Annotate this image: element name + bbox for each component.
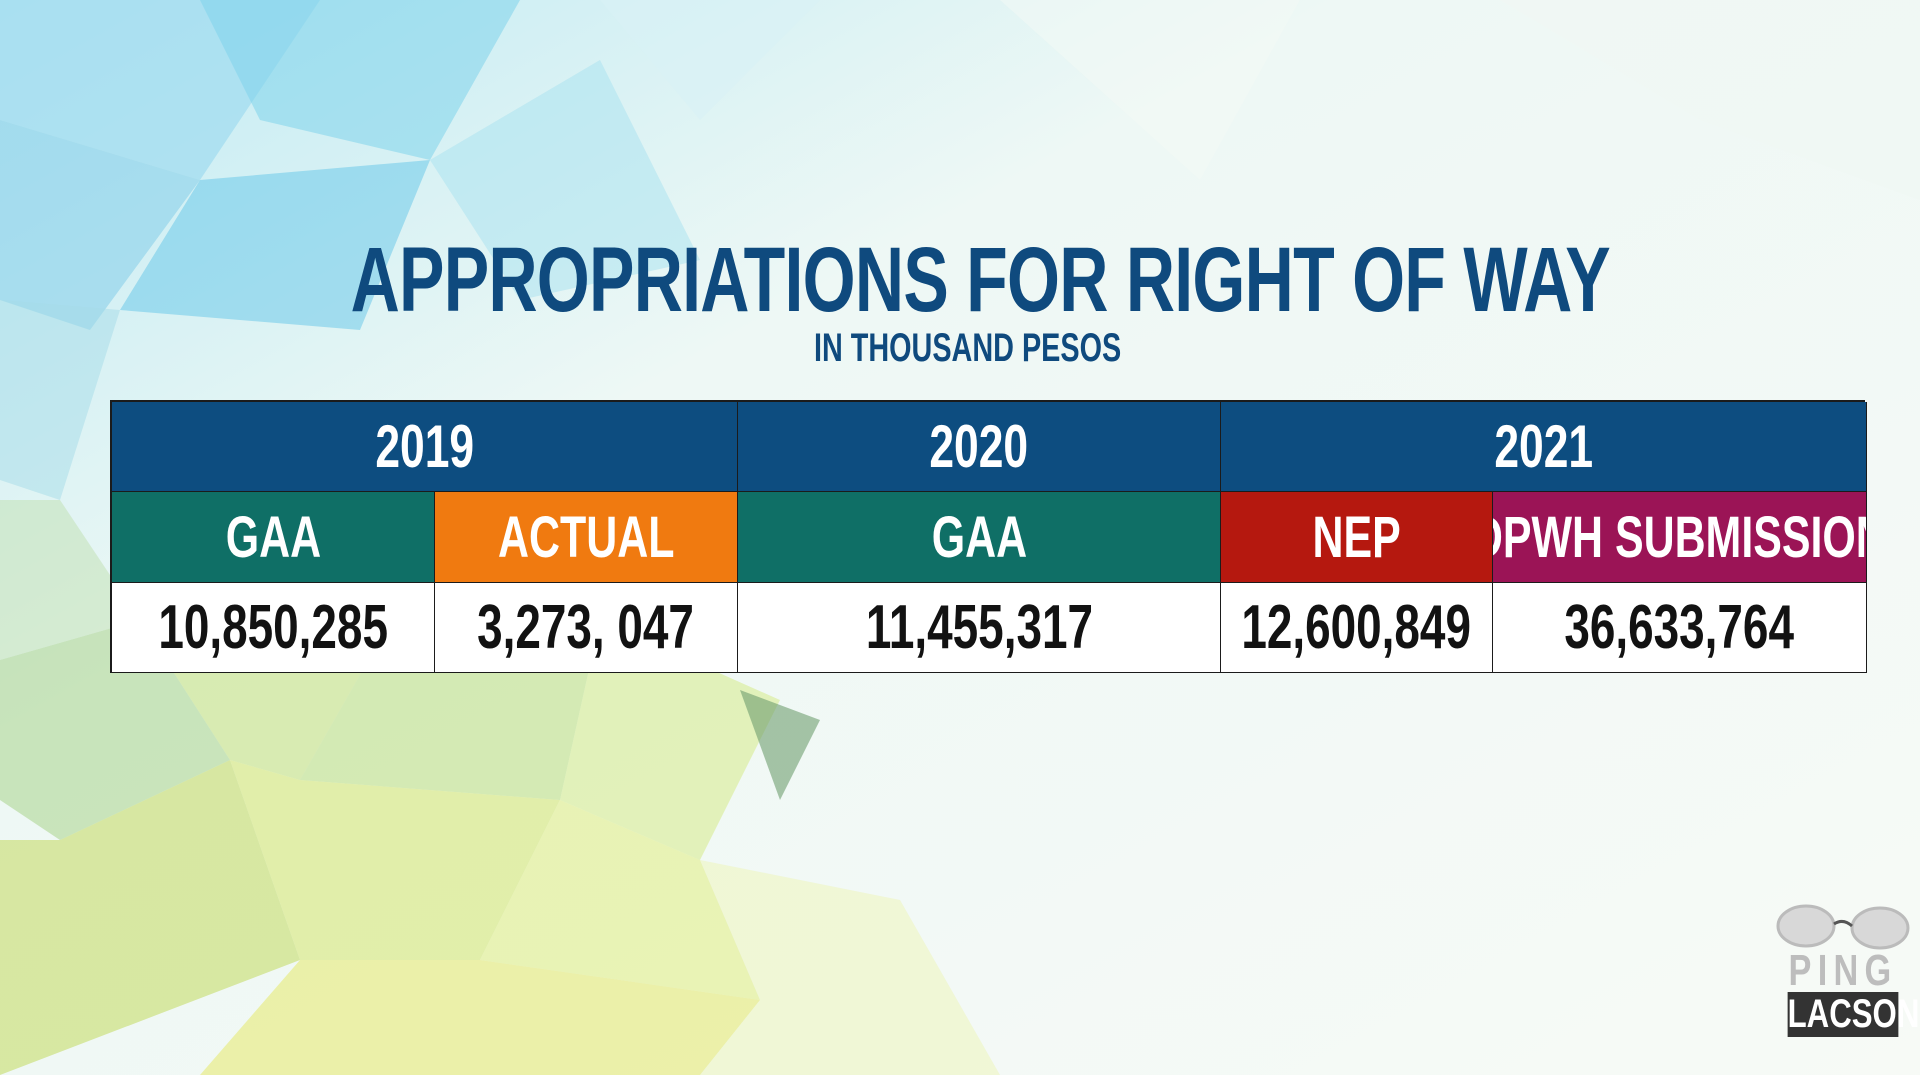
column-header: NEP bbox=[1221, 492, 1493, 583]
ping-lacson-logo: PING LACSON bbox=[1772, 900, 1920, 1037]
data-label-text: 36,633,764 bbox=[1564, 593, 1795, 662]
data-label-text: 3,273, 047 bbox=[477, 593, 695, 662]
eyeglasses-icon bbox=[1776, 904, 1910, 950]
column-header: ACTUAL bbox=[435, 492, 738, 583]
appropriations-table: 2019 2020 2021 GAA 10,850,285 ACTUAL 3,273, 04… bbox=[110, 400, 1867, 673]
logo-line-1: PING bbox=[1788, 946, 1898, 995]
year-header: 2019 bbox=[112, 402, 738, 492]
data-label: 12,600,849 bbox=[1221, 583, 1493, 673]
year-header: 2020 bbox=[738, 402, 1221, 492]
data-label-text: 10,850,285 bbox=[158, 593, 388, 662]
chart-title: APPROPRIATIONS FOR RIGHT OF WAY bbox=[350, 229, 1611, 331]
data-label-text: 11,455,317 bbox=[865, 593, 1093, 662]
logo-line-2: LACSON bbox=[1787, 992, 1920, 1037]
year-header: 2021 bbox=[1221, 402, 1867, 492]
column-header: DPWH SUBMISSION bbox=[1493, 492, 1867, 583]
data-label: 10,850,285 bbox=[112, 583, 435, 673]
data-label: 36,633,764 bbox=[1493, 583, 1867, 673]
column-header-text: DPWH SUBMISSION bbox=[1493, 504, 1867, 570]
column-header-text: NEP bbox=[1312, 504, 1401, 570]
column-header: GAA bbox=[112, 492, 435, 583]
data-label: 3,273, 047 bbox=[435, 583, 738, 673]
data-label-text: 12,600,849 bbox=[1241, 593, 1472, 662]
year-header-text: 2020 bbox=[929, 413, 1029, 480]
chart-subtitle: IN THOUSAND PESOS bbox=[813, 326, 1122, 370]
year-header-text: 2019 bbox=[375, 413, 474, 480]
column-header-text: GAA bbox=[931, 504, 1027, 570]
column-header-text: GAA bbox=[225, 504, 321, 570]
data-label: 11,455,317 bbox=[738, 583, 1221, 673]
column-header: GAA bbox=[738, 492, 1221, 583]
column-header-text: ACTUAL bbox=[497, 504, 675, 570]
year-header-text: 2021 bbox=[1494, 413, 1593, 480]
